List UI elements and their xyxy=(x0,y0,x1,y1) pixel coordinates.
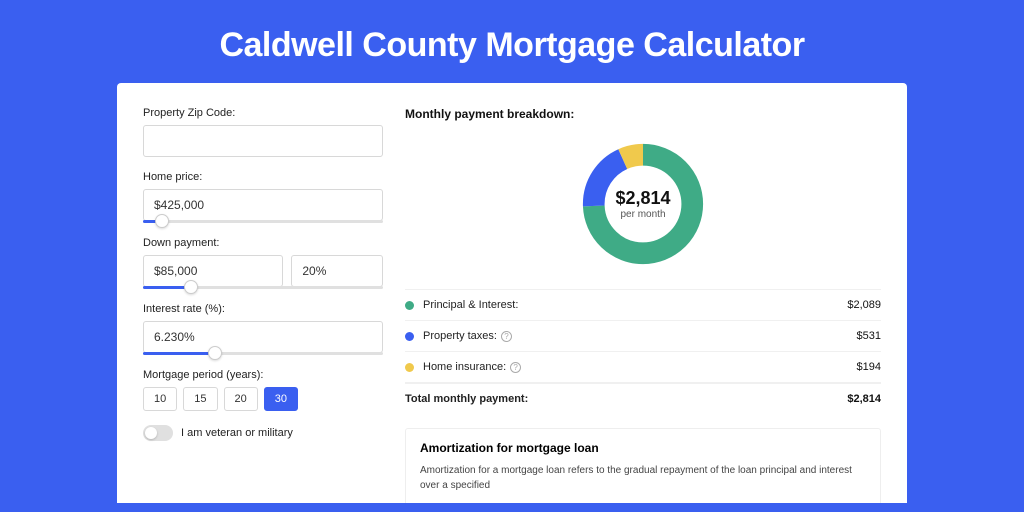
donut-chart: $2,814 per month xyxy=(578,139,708,269)
breakdown-row: Principal & Interest:$2,089 xyxy=(405,289,881,320)
breakdown-value: $194 xyxy=(857,361,881,373)
calculator-card: Property Zip Code: Home price: Down paym… xyxy=(117,83,907,503)
legend-dot-icon xyxy=(405,301,414,310)
veteran-toggle[interactable] xyxy=(143,425,173,441)
interest-rate-field-group: Interest rate (%): xyxy=(143,303,383,355)
breakdown-label: Home insurance: ? xyxy=(423,361,857,373)
down-payment-label: Down payment: xyxy=(143,237,383,249)
interest-rate-slider[interactable] xyxy=(143,352,383,355)
breakdown-value: $531 xyxy=(857,330,881,342)
zip-field-group: Property Zip Code: xyxy=(143,107,383,157)
donut-chart-wrap: $2,814 per month xyxy=(405,135,881,285)
breakdown-column: Monthly payment breakdown: $2,814 per mo… xyxy=(405,107,881,503)
period-options: 1015 2030 xyxy=(143,387,383,411)
interest-rate-label: Interest rate (%): xyxy=(143,303,383,315)
donut-sub: per month xyxy=(620,209,665,220)
period-option-20[interactable]: 20 xyxy=(224,387,258,411)
interest-rate-input[interactable] xyxy=(143,321,383,353)
period-label: Mortgage period (years): xyxy=(143,369,383,381)
zip-label: Property Zip Code: xyxy=(143,107,383,119)
breakdown-label: Principal & Interest: xyxy=(423,299,847,311)
page-title: Caldwell County Mortgage Calculator xyxy=(0,0,1024,83)
down-payment-pct-input[interactable] xyxy=(291,255,383,287)
breakdown-row: Home insurance: ?$194 xyxy=(405,351,881,383)
breakdown-label: Property taxes: ? xyxy=(423,330,857,342)
home-price-slider[interactable] xyxy=(143,220,383,223)
period-field-group: Mortgage period (years): 1015 2030 xyxy=(143,369,383,411)
home-price-label: Home price: xyxy=(143,171,383,183)
veteran-toggle-row: I am veteran or military xyxy=(143,425,383,441)
period-option-30[interactable]: 30 xyxy=(264,387,298,411)
down-payment-field-group: Down payment: xyxy=(143,237,383,289)
zip-input[interactable] xyxy=(143,125,383,157)
breakdown-rows: Principal & Interest:$2,089Property taxe… xyxy=(405,289,881,383)
total-label: Total monthly payment: xyxy=(405,393,847,405)
info-icon[interactable]: ? xyxy=(501,331,512,342)
breakdown-title: Monthly payment breakdown: xyxy=(405,107,881,121)
down-payment-input[interactable] xyxy=(143,255,283,287)
breakdown-value: $2,089 xyxy=(847,299,881,311)
info-icon[interactable]: ? xyxy=(510,362,521,373)
period-option-15[interactable]: 15 xyxy=(183,387,217,411)
amortization-text: Amortization for a mortgage loan refers … xyxy=(420,463,866,493)
legend-dot-icon xyxy=(405,332,414,341)
breakdown-row: Property taxes: ?$531 xyxy=(405,320,881,351)
home-price-field-group: Home price: xyxy=(143,171,383,223)
total-value: $2,814 xyxy=(847,393,881,405)
veteran-label: I am veteran or military xyxy=(181,427,293,439)
amortization-title: Amortization for mortgage loan xyxy=(420,441,866,455)
amortization-card: Amortization for mortgage loan Amortizat… xyxy=(405,428,881,503)
form-column: Property Zip Code: Home price: Down paym… xyxy=(143,107,383,503)
legend-dot-icon xyxy=(405,363,414,372)
total-row: Total monthly payment: $2,814 xyxy=(405,383,881,414)
period-option-10[interactable]: 10 xyxy=(143,387,177,411)
home-price-input[interactable] xyxy=(143,189,383,221)
donut-value: $2,814 xyxy=(615,188,670,209)
down-payment-slider[interactable] xyxy=(143,286,383,289)
